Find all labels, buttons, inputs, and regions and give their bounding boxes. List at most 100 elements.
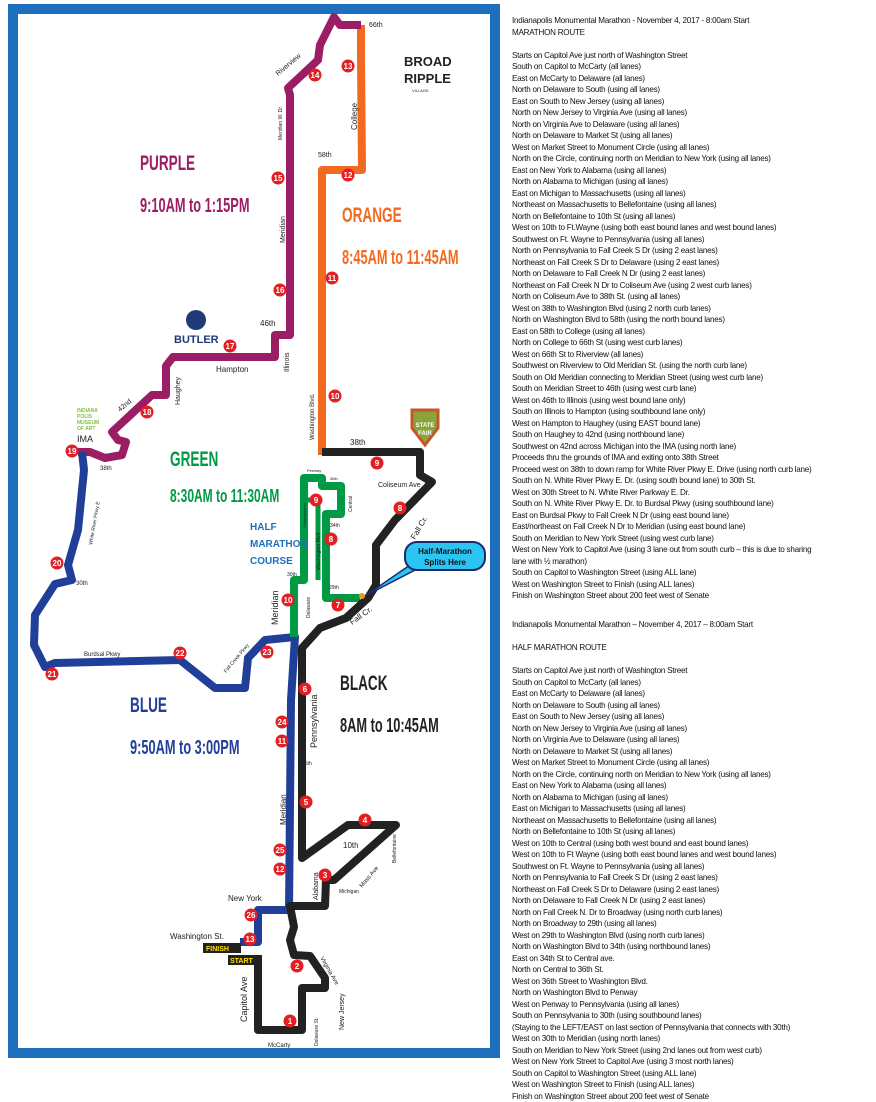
- direction-line: North on Delaware to Market St (using al…: [512, 130, 876, 142]
- road-label: Penway: [307, 468, 321, 473]
- direction-line: South on Haughey to 42nd (using northbou…: [512, 429, 876, 441]
- mile-marker: 19: [66, 445, 79, 458]
- mile-number: 6: [303, 685, 308, 694]
- mile-number: 5: [304, 798, 309, 807]
- direction-line: North on Broadway to 29th (using all lan…: [512, 918, 876, 930]
- direction-line: (Staying to the LEFT/EAST on last sectio…: [512, 1022, 876, 1034]
- zone-time-purple: 9:10AM to 1:15PM: [140, 194, 249, 217]
- mile-number: 21: [48, 670, 57, 679]
- road-label: Pennsylvania: [302, 502, 307, 527]
- marathon-directions: Starts on Capitol Ave just north of Wash…: [512, 50, 876, 602]
- half-course-line: MARATHON: [250, 539, 308, 550]
- mile-marker: 2: [291, 960, 304, 973]
- direction-line: North on the Circle, continuing north on…: [512, 153, 876, 165]
- mile-marker: 10: [282, 594, 295, 607]
- direction-line: East on South to New Jersey (using all l…: [512, 711, 876, 723]
- mile-number: 8: [398, 504, 403, 513]
- road-label: Bellefontaine: [392, 834, 398, 863]
- mile-marker: 5: [300, 796, 313, 809]
- direction-line: West on 10th to Ft.Wayne (using both eas…: [512, 222, 876, 234]
- road-label: Coliseum Ave: [378, 482, 421, 489]
- direction-line: North on the Circle, continuing north on…: [512, 769, 876, 781]
- mile-marker: 13: [244, 933, 257, 946]
- road-label: 30th: [287, 572, 297, 578]
- split-point-icon: [359, 593, 365, 599]
- mile-marker: 13: [342, 60, 355, 73]
- start-label: START: [230, 958, 254, 965]
- mile-marker: 9: [371, 457, 384, 470]
- mile-marker: 20: [51, 557, 64, 570]
- marathon-subtitle: MARATHON ROUTE: [512, 27, 876, 39]
- direction-line: Southwest on 42nd across Michigan into t…: [512, 441, 876, 453]
- mile-marker: 9: [310, 494, 323, 507]
- mile-marker: 25: [274, 844, 287, 857]
- direction-line: East/northeast on Fall Creek N Dr to Mer…: [512, 521, 876, 533]
- direction-line: East on 58th to College (using all lanes…: [512, 326, 876, 338]
- direction-line: North on Delaware to Market St (using al…: [512, 746, 876, 758]
- svg-text:IMA: IMA: [77, 434, 93, 444]
- zone-time-orange: 8:45AM to 11:45AM: [342, 246, 459, 269]
- road-label: 30th: [76, 581, 88, 587]
- direction-line: East on McCarty to Delaware (all lanes): [512, 688, 876, 700]
- direction-line: East on McCarty to Delaware (all lanes): [512, 73, 876, 85]
- direction-line: North on New Jersey to Virginia Ave (usi…: [512, 723, 876, 735]
- direction-line: South on N. White River Pkwy E. Dr. to B…: [512, 498, 876, 510]
- mile-marker: 23: [261, 646, 274, 659]
- direction-line: West on New York to Capitol Ave (using 3…: [512, 544, 876, 556]
- road-label: Washington Blvd.: [310, 393, 316, 440]
- direction-line: West on 38th to Washington Blvd (using 2…: [512, 303, 876, 315]
- direction-line: South on Pennsylvania to 30th (using sou…: [512, 1010, 876, 1022]
- direction-line: Proceeds thru the grounds of IMA and exi…: [512, 452, 876, 464]
- road-label: Delaware St.: [314, 1017, 320, 1046]
- mile-marker: 21: [46, 668, 59, 681]
- mile-marker: 12: [342, 169, 355, 182]
- road-label: New Jersey: [339, 993, 346, 1030]
- road-label: Meridian: [280, 216, 287, 243]
- direction-line: East on Burdsal Pkwy to Fall Creek N Dr …: [512, 510, 876, 522]
- direction-line: Finish on Washington Street about 200 fe…: [512, 1091, 876, 1102]
- direction-line: North on Alabama to Michigan (using all …: [512, 792, 876, 804]
- mile-marker: 11: [326, 272, 339, 285]
- mile-marker: 12: [274, 863, 287, 876]
- zone-name-green: GREEN: [170, 447, 218, 471]
- mile-number: 11: [328, 274, 337, 283]
- mile-number: 26: [247, 911, 256, 920]
- direction-line: North on Pennsylvania to Fall Creek S Dr…: [512, 245, 876, 257]
- mile-number: 20: [53, 559, 62, 568]
- mile-marker: 22: [174, 647, 187, 660]
- direction-line: North on Bellefontaine to 10th St (using…: [512, 211, 876, 223]
- direction-line: North on Delaware to South (using all la…: [512, 700, 876, 712]
- mile-marker: 11: [276, 735, 289, 748]
- direction-line: West on Washington Street to Finish (usi…: [512, 579, 876, 591]
- direction-line: Southwest on Ft. Wayne to Pennsylvania (…: [512, 861, 876, 873]
- direction-line: North on Washington Blvd to Penway: [512, 987, 876, 999]
- zone-time-blue: 9:50AM to 3:00PM: [130, 736, 239, 759]
- road-label: Delaware: [306, 597, 312, 618]
- road-label: Washington St.: [170, 932, 224, 941]
- direction-line: East on 34th St to Central ave.: [512, 953, 876, 965]
- road-label: College: [350, 102, 359, 130]
- direction-line: West on 10th to Central (using both west…: [512, 838, 876, 850]
- direction-line: North on Coliseum Ave to 38th St. (using…: [512, 291, 876, 303]
- zone-name-orange: ORANGE: [342, 203, 402, 227]
- direction-line: South on Capitol to McCarty (all lanes): [512, 61, 876, 73]
- direction-line: Starts on Capitol Ave just north of Wash…: [512, 50, 876, 62]
- svg-text:BROAD: BROAD: [404, 54, 452, 69]
- callout-line: Splits Here: [424, 558, 466, 567]
- road-label: Haughey: [175, 376, 182, 405]
- direction-line: North on Virginia Ave to Delaware (using…: [512, 119, 876, 131]
- road-label: Capitol Ave: [239, 977, 249, 1022]
- road-label: Washington Blvd: [316, 532, 322, 570]
- marathon-title: Indianapolis Monumental Marathon - Novem…: [512, 15, 876, 27]
- direction-line: South on Old Meridian connecting to Meri…: [512, 372, 876, 384]
- direction-line: West on 30th Street to N. White River Pa…: [512, 487, 876, 499]
- route-directions-panel: Indianapolis Monumental Marathon - Novem…: [512, 15, 876, 1102]
- zone-name-black: BLACK: [340, 671, 388, 695]
- mile-marker: 18: [141, 406, 154, 419]
- direction-line: West on Market Street to Monument Circle…: [512, 142, 876, 154]
- road-label: Central: [348, 496, 354, 512]
- direction-line: East on Michigan to Massachusetts (using…: [512, 188, 876, 200]
- direction-line: South on Meridian to New York Street (us…: [512, 1045, 876, 1057]
- mile-number: 12: [276, 865, 285, 874]
- direction-line: Southwest on Riverview to Old Meridian S…: [512, 360, 876, 372]
